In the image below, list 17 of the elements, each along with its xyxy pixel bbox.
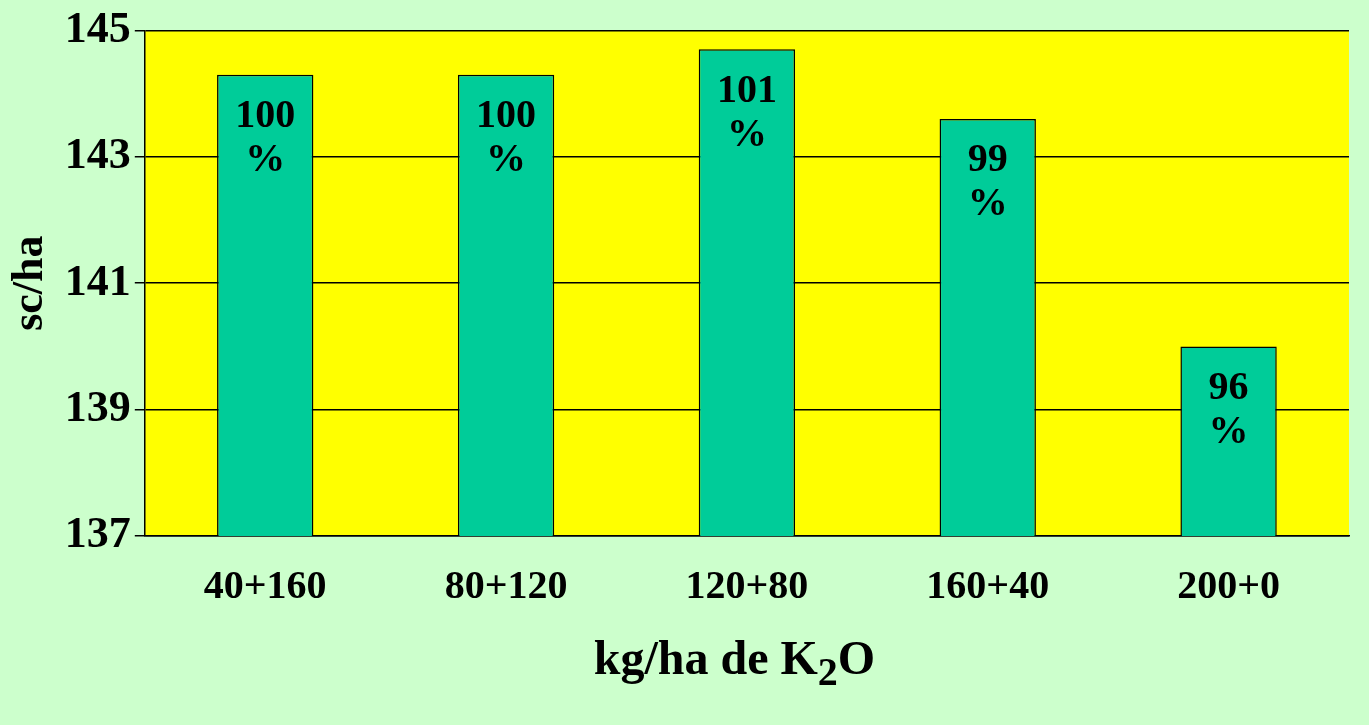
x-axis-title: kg/ha de K$_{2}$O xyxy=(592,630,877,695)
x-tick-label: 80+120 xyxy=(444,562,568,608)
annotation: 100 % xyxy=(235,90,296,180)
x-tick-label: 200+0 xyxy=(1177,562,1280,608)
x-tick-label: 40+160 xyxy=(203,562,327,608)
x-tick-label: 160+40 xyxy=(926,562,1050,608)
y-tick-label: 139 xyxy=(64,381,131,431)
y-tick-label: 137 xyxy=(64,508,131,558)
annotation: 101 % xyxy=(716,65,777,155)
x-tick-label: 120+80 xyxy=(685,562,809,608)
y-tick-label: 143 xyxy=(64,129,131,179)
y-tick-label: 145 xyxy=(64,2,131,52)
annotation: 100 % xyxy=(476,90,537,180)
annotation: 96 % xyxy=(1208,362,1249,452)
annotation: 99 % xyxy=(967,135,1008,225)
y-tick-label: 141 xyxy=(64,255,131,305)
y-axis-title: sc/ha xyxy=(2,235,52,331)
